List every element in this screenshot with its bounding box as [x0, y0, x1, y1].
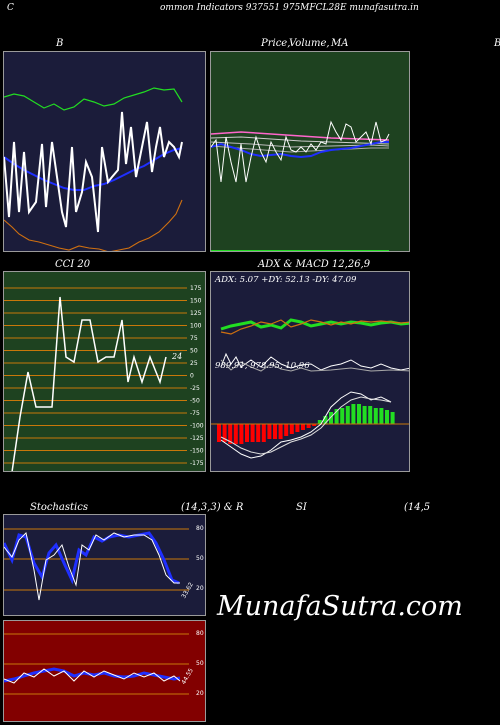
macd-histogram-bar: [385, 410, 389, 424]
cci-tick-label: -50: [190, 398, 200, 405]
macd-histogram-bar: [351, 404, 356, 424]
page-title: ommon Indicators 937551 975MFCL28E munaf…: [160, 3, 419, 13]
macd-histogram-bar: [239, 424, 244, 444]
header-left-glyph: C: [7, 3, 14, 13]
macd-histogram-bar: [373, 408, 378, 424]
bollinger-lower-band: [4, 199, 183, 251]
macd-histogram-bar: [368, 406, 373, 424]
cci-tick-label: 175: [190, 285, 202, 292]
macd-histogram-bar: [334, 409, 339, 424]
macd-histogram-bar: [312, 424, 317, 426]
cci-current-value: 24: [172, 352, 183, 361]
cci-tick-label: 125: [190, 310, 202, 317]
bollinger-right-glyph: B: [494, 38, 500, 49]
stoch-tick-20: 20: [196, 585, 204, 592]
macd-histogram-bar: [245, 424, 249, 442]
price-line: [211, 120, 390, 183]
macd-histogram-bar: [329, 412, 333, 424]
macd-histogram-bar: [250, 424, 255, 442]
adx-minus-dy-line: [220, 319, 409, 335]
macd-histogram-bar: [295, 424, 300, 432]
macd-histogram-bar: [222, 424, 227, 442]
ma-gray-3: [211, 145, 389, 153]
bollinger-chart: [3, 51, 206, 252]
cci-tick-label: -25: [190, 385, 200, 392]
cci-tick-label: -150: [190, 448, 204, 455]
rsi-blue-line: [4, 667, 181, 683]
rsi-title: SI: [296, 502, 307, 513]
macd-histogram-bar: [228, 424, 233, 444]
ma-gray-2: [211, 141, 390, 148]
stoch-tick-50: 50: [196, 555, 204, 562]
stoch-tick-80: 80: [196, 525, 204, 532]
cci-tick-label: 75: [190, 335, 198, 342]
stoch-d-line: [4, 531, 180, 601]
bollinger-title: B: [56, 38, 64, 49]
macd-histogram-bar: [390, 412, 395, 424]
ma-gray-1: [211, 136, 390, 145]
macd-line: [220, 391, 392, 459]
macd-histogram-bar: [317, 420, 322, 424]
macd-histogram-bar: [278, 424, 283, 439]
cci-tick-label: 50: [190, 348, 198, 355]
price-volume-ma-chart: [210, 51, 410, 252]
stochastics-params: (14,3,3) & R: [181, 502, 244, 513]
macd-histogram-bar: [289, 424, 294, 434]
macd-histogram-bar: [261, 424, 266, 442]
ma-title: MA: [331, 38, 349, 49]
cci-tick-label: 25: [190, 360, 198, 367]
macd-histogram-bar: [306, 424, 311, 428]
rsi-chart: 80 50 20 44.55: [3, 620, 206, 722]
cci-tick-label: 0: [190, 373, 194, 380]
macd-histogram-bar: [256, 424, 261, 442]
cci-chart: 175 150 125 100 75 50 25 0 -25 -50 -75 -100 -125 -150…: [3, 271, 206, 472]
volume-title: Volume,: [289, 38, 330, 49]
adx-line: [220, 352, 409, 371]
bollinger-upper-band: [4, 87, 183, 111]
macd-histogram-bar: [357, 404, 361, 424]
macd-signal-line: [220, 396, 392, 455]
adx-plus-dy-line: [220, 318, 409, 331]
rsi-tick-50: 50: [196, 660, 204, 667]
rsi-tick-20: 20: [196, 690, 204, 697]
macd-histogram-bar: [217, 424, 221, 442]
cci-tick-label: 100: [190, 323, 202, 330]
macd-histogram-bar: [301, 424, 305, 430]
macd-histogram-bar: [273, 424, 277, 439]
stochastics-chart: 80 50 20 33.62: [3, 514, 206, 616]
rsi-params: (14,5: [404, 502, 431, 513]
macd-histogram-bar: [233, 424, 238, 444]
cci-tick-label: -100: [190, 423, 204, 430]
watermark-logo: MunafaSutra.com: [217, 591, 463, 622]
cci-title: CCI 20: [55, 259, 91, 270]
cci-line: [11, 296, 167, 471]
cci-tick-label: -75: [190, 410, 200, 417]
cci-tick-label: 150: [190, 298, 202, 305]
rsi-white-line: [4, 668, 181, 684]
macd-histogram-bar: [284, 424, 289, 436]
cci-tick-label: -175: [190, 460, 204, 467]
ma-pink: [211, 131, 390, 141]
macd-histogram-bar: [340, 408, 345, 424]
adx-gray-line: [220, 359, 409, 372]
macd-histogram-bar: [362, 406, 367, 424]
macd-histogram-bar: [267, 424, 272, 439]
ma-blue: [211, 141, 389, 159]
macd-histogram-bar: [379, 408, 384, 424]
adx-values: ADX: 5.07 +DY: 52.13 -DY: 47.09: [215, 275, 357, 285]
macd-values: 989.91, 978.95, 10.96: [215, 361, 310, 371]
adx-macd-chart: ADX: 5.07 +DY: 52.13 -DY: 47.09 989.91, …: [210, 271, 410, 472]
bollinger-price-line: [4, 111, 183, 233]
stochastics-title: Stochastics: [30, 502, 88, 513]
cci-tick-label: -125: [190, 435, 204, 442]
rsi-tick-80: 80: [196, 630, 204, 637]
adx-macd-title: ADX & MACD 12,26,9: [258, 259, 371, 270]
macd-histogram-bar: [323, 416, 328, 424]
stoch-k-line: [4, 531, 180, 585]
price-title: Price,: [261, 38, 291, 49]
macd-histogram-bar: [345, 406, 350, 424]
